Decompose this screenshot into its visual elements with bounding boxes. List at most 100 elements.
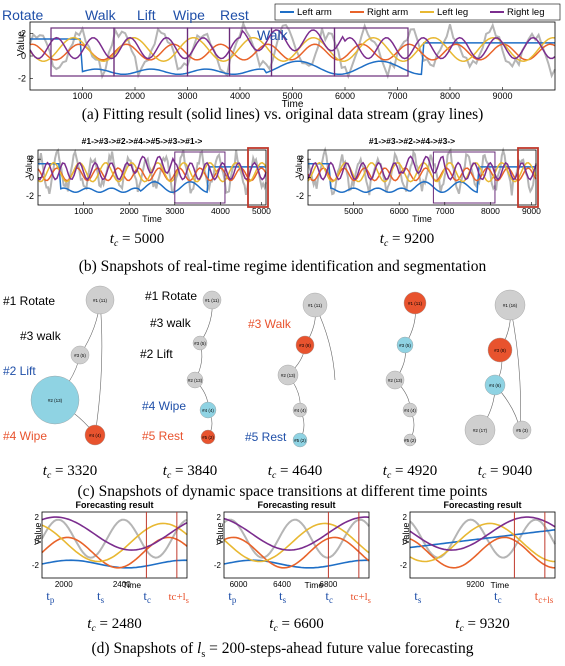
panel-d-3-marker: tc: [494, 588, 502, 605]
g4-node-4: [402, 402, 418, 418]
panel-d-2-raw-data: [223, 518, 370, 559]
panel-d-2-xtick: 6400: [273, 580, 291, 589]
panel-d-2-marker: ts: [279, 588, 287, 605]
panel-d-2-marker: tp: [228, 588, 237, 605]
g3-node-3: [295, 335, 315, 355]
panel-a-xtick: 6000: [335, 91, 355, 101]
panel-d-1-ytick: -2: [32, 561, 40, 570]
panel-b-right-xtick: 9000: [522, 206, 541, 216]
g5-node-3: [487, 337, 513, 363]
g2-node-3: [192, 335, 208, 351]
regime-label: Rotate: [2, 7, 43, 23]
g3-node-5: [292, 432, 308, 448]
panel-b-right-tc: tc = 9200: [380, 231, 434, 249]
g5-node-4: [484, 374, 506, 396]
g5-node-4-text: #4 (6): [489, 383, 501, 388]
g3-tc: tc = 4640: [268, 463, 322, 481]
panel-d-3-tc: tc = 9320: [455, 616, 509, 634]
panel-b-left-xtick: 1000: [74, 206, 93, 216]
panel-d-3-xlabel: Time: [491, 580, 510, 590]
caption-d: (d) Snapshots of ls = 200-steps-ahead fu…: [91, 640, 474, 661]
panel-a-xtick: 9000: [492, 91, 512, 101]
g5-node-2: [464, 414, 496, 446]
panel-b-right-xlabel: Time: [412, 214, 432, 224]
g3-node-5-text: #5 (2): [294, 438, 306, 443]
panel-d-1-marker-horizon: tc+ls: [169, 591, 189, 605]
regime-label: Walk: [257, 27, 289, 43]
panel-d-1-xtick: 2400: [113, 580, 131, 589]
g3-node-1-text: #1 (11): [308, 303, 322, 308]
panel-d-2-line: [223, 559, 370, 569]
panel-b-right-segment-box: [432, 151, 496, 204]
g2-node-5-text: #5 (2): [202, 435, 214, 440]
panel-d-3-series: [409, 516, 556, 569]
legend-entry: Right leg: [507, 7, 545, 18]
g5-node-1-text: #1 (16): [503, 303, 518, 308]
panel-a-regime-box: [333, 27, 409, 77]
panel-d-3-line: [409, 516, 556, 551]
panel-b-left-xlabel: Time: [142, 214, 162, 224]
panel-d-1-frame: [41, 511, 188, 579]
g3-node-1: [302, 292, 328, 318]
g2-node-1-text: #1 (11): [205, 298, 219, 303]
panel-a-series: [29, 20, 556, 80]
g4-node-2-text: #2 (13): [388, 378, 403, 383]
panel-b-left-ytick: 0: [29, 173, 34, 183]
g2-node-4-text: #4 (4): [202, 408, 214, 413]
panel-d-2-ytick: -2: [214, 561, 222, 570]
panel-d-1-tc: tc = 2480: [87, 616, 141, 634]
panel-d-3-marker: ts: [414, 588, 422, 605]
regime-label: Walk: [85, 7, 117, 23]
panel-d-1-raw-data: [41, 518, 188, 559]
panel-b-right-xtick: 8000: [481, 206, 500, 216]
g3-label-3: #3 Walk: [248, 317, 292, 331]
panel-a-ytick: -2: [18, 74, 26, 84]
legend-entry: Left leg: [437, 7, 468, 18]
regime-label: Wipe: [173, 7, 205, 23]
panel-b-right-current-window: [517, 147, 539, 208]
legend-entry: Right arm: [367, 7, 408, 18]
g5-node-3-text: #3 (8): [494, 348, 506, 353]
panel-b-right-xtick: 5000: [344, 206, 363, 216]
g1-edge: [94, 299, 103, 436]
g5-edge: [509, 304, 521, 431]
panel-b-right-xtick: 6000: [390, 206, 409, 216]
panel-d-3-ytick: -2: [400, 561, 408, 570]
panel-b-right-ytick: -2: [296, 191, 304, 201]
caption-b: (b) Snapshots of real-time regime identi…: [78, 258, 487, 275]
panel-d-2-title: Forecasting result: [257, 500, 335, 510]
panel-b-right-ytick: 2: [299, 154, 304, 164]
panel-d-3-frame: [409, 511, 556, 579]
panel-d-1-line: [41, 536, 188, 569]
panel-d-1-series: [41, 516, 188, 569]
g4-node-1-text: #1 (11): [408, 301, 422, 306]
panel-b-left-line-la: [38, 163, 266, 194]
g2-node-4: [199, 401, 217, 419]
g1-tc: tc = 3320: [43, 463, 97, 481]
panel-a-xtick: 2000: [125, 91, 145, 101]
g5-tc: tc = 9040: [478, 463, 532, 481]
g1-node-3: [70, 345, 90, 365]
panel-a-ytick: 2: [21, 28, 26, 38]
panel-a-xtick: 3000: [177, 91, 197, 101]
g5-node-1: [494, 289, 526, 321]
panel-d-2-marker-horizon: tc+ls: [351, 591, 371, 605]
panel-b-right-ytick: 0: [299, 173, 304, 183]
g4-node-3-text: #3 (5): [399, 343, 411, 348]
g1-node-4: [84, 424, 106, 446]
g5-node-5-text: #5 (3): [516, 428, 528, 433]
panel-d-3-ytick: 0: [403, 537, 408, 546]
g1-node-2: [30, 375, 80, 425]
g2-label-3: #3 walk: [150, 316, 192, 330]
g4-node-3: [396, 336, 414, 354]
g4-node-5-text: #5 (2): [404, 438, 416, 443]
g4-node-2: [385, 370, 405, 390]
g1-node-1-text: #1 (11): [93, 298, 107, 303]
caption-c: (c) Snapshots of dynamic space transitio…: [77, 483, 488, 500]
panel-a-xtick: 4000: [230, 91, 250, 101]
panel-d-3-ylabel: Value: [401, 523, 411, 545]
g1-node-1: [85, 285, 115, 315]
panel-d-2-frame: [223, 511, 370, 579]
panel-d-3-line: [409, 536, 556, 569]
panel-b-left-current-window: [247, 147, 269, 208]
